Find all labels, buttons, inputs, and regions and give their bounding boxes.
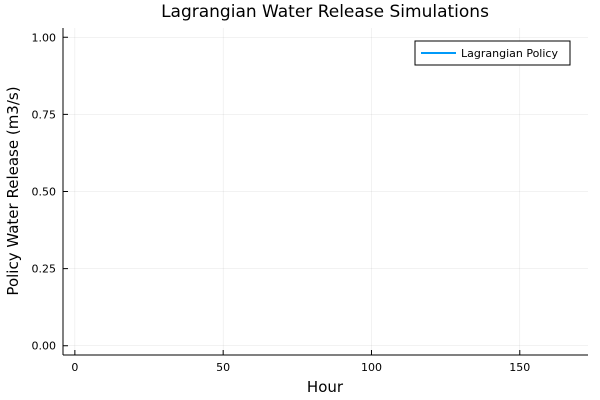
y-tick-label: 0.00 [32, 340, 57, 353]
y-tick-label: 0.25 [32, 263, 57, 276]
y-tick-label: 0.75 [32, 108, 57, 121]
x-tick-label: 150 [509, 361, 530, 374]
x-ticks: 0 50 100 150 [71, 350, 530, 374]
x-tick-label: 0 [71, 361, 78, 374]
x-tick-label: 100 [361, 361, 382, 374]
y-tick-label: 0.50 [32, 186, 57, 199]
y-ticks: 0.00 0.25 0.50 0.75 1.00 [32, 31, 68, 353]
x-tick-label: 50 [216, 361, 230, 374]
y-axis-title: Policy Water Release (m3/s) [4, 86, 22, 295]
chart-title: Lagrangian Water Release Simulations [161, 2, 489, 22]
x-axis-title: Hour [307, 378, 344, 396]
legend: Lagrangian Policy [414, 40, 571, 66]
grid [63, 28, 588, 355]
legend-label: Lagrangian Policy [461, 47, 558, 60]
y-tick-label: 1.00 [32, 31, 57, 44]
